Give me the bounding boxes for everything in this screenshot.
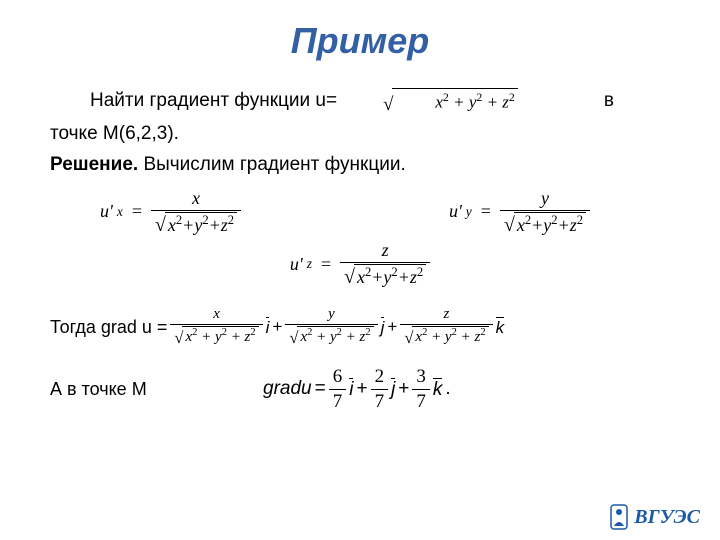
logo: ВГУЭС xyxy=(610,504,700,530)
problem-suffix: в xyxy=(564,88,614,114)
solution-line: Решение. Вычислим градиент функции. xyxy=(50,152,670,178)
problem-line-1: Найти градиент функции u= √ x2 + y2 + z2… xyxy=(50,88,670,115)
partial-uz: u'z = z √x2+y2+z2 xyxy=(290,240,430,288)
partials-row-2: u'z = z √x2+y2+z2 xyxy=(50,240,670,288)
vec-i-point: i xyxy=(349,378,353,401)
grad-point-row: А в точке М gradu = 6 7 i + 2 7 j + 3 7 … xyxy=(50,366,670,413)
partial-ux: u'x = x √x2+y2+z2 xyxy=(100,188,241,236)
problem-prefix: Найти градиент функции u= xyxy=(50,88,337,114)
vec-j-point: j xyxy=(391,378,395,401)
vec-j: j xyxy=(381,317,385,338)
vec-i: i xyxy=(266,317,270,338)
solution-text: Вычислим градиент функции. xyxy=(143,154,405,175)
grad-point-prefix: А в точке М xyxy=(50,379,260,400)
title: Пример xyxy=(50,20,670,62)
logo-icon xyxy=(610,504,628,530)
gradu-lhs: gradu xyxy=(263,378,312,400)
solution-label: Решение. xyxy=(50,154,138,175)
grad-general-prefix: Тогда grad u = xyxy=(50,317,167,338)
vec-k: k xyxy=(496,317,505,338)
partial-uy: u'y = y √x2+y2+z2 xyxy=(449,188,590,236)
sqrt-expression: √ x2 + y2 + z2 xyxy=(343,88,518,115)
logo-text: ВГУЭС xyxy=(634,506,700,529)
grad-general-row: Тогда grad u = x √x2 + y2 + z2 i + y √x2… xyxy=(50,306,670,348)
partials-row-1: u'x = x √x2+y2+z2 u'y = y √x2+y2+z2 xyxy=(100,188,590,236)
vec-k-point: k xyxy=(433,378,443,401)
problem-line-2: точке M(6,2,3). xyxy=(50,121,670,147)
